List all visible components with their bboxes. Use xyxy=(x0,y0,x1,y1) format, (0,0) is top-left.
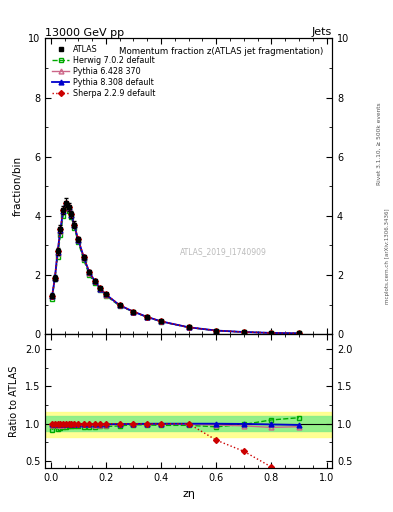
Text: 13000 GeV pp: 13000 GeV pp xyxy=(45,28,124,37)
Text: Momentum fraction z(ATLAS jet fragmentation): Momentum fraction z(ATLAS jet fragmentat… xyxy=(119,47,323,56)
Text: ATLAS_2019_I1740909: ATLAS_2019_I1740909 xyxy=(180,247,266,256)
Bar xyxy=(45,413,332,437)
Y-axis label: Ratio to ATLAS: Ratio to ATLAS xyxy=(9,366,19,437)
Legend: ATLAS, Herwig 7.0.2 default, Pythia 6.428 370, Pythia 8.308 default, Sherpa 2.2.: ATLAS, Herwig 7.0.2 default, Pythia 6.42… xyxy=(49,42,157,100)
Bar xyxy=(45,416,332,431)
Text: Rivet 3.1.10, ≥ 500k events: Rivet 3.1.10, ≥ 500k events xyxy=(377,102,382,185)
Y-axis label: fraction/bin: fraction/bin xyxy=(13,156,22,216)
X-axis label: zη: zη xyxy=(182,489,195,499)
Text: mcplots.cern.ch [arXiv:1306.3436]: mcplots.cern.ch [arXiv:1306.3436] xyxy=(385,208,389,304)
Text: Jets: Jets xyxy=(312,27,332,37)
